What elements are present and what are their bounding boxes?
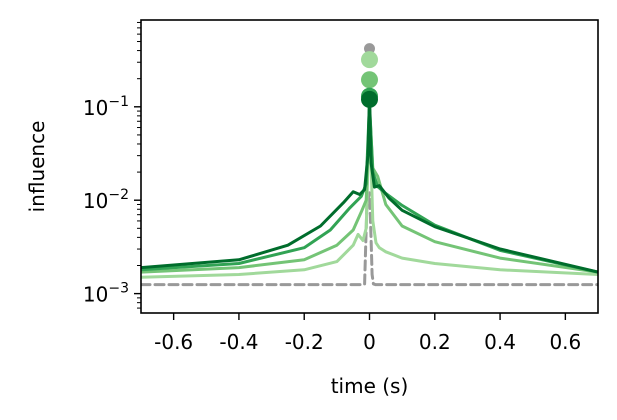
- x-tick-label: -0.6: [154, 330, 193, 354]
- x-tick-label: 0.6: [549, 330, 581, 354]
- x-tick-label: -0.2: [285, 330, 324, 354]
- x-axis-label: time (s): [331, 374, 409, 398]
- peak-marker-2: [361, 71, 378, 89]
- y-axis: 10−3 10−2 10−1: [83, 21, 141, 309]
- plot-series: [141, 96, 598, 287]
- x-axis: -0.6 -0.4 -0.2 0 0.2 0.4 0.6: [154, 313, 581, 354]
- y-axis-label: influence: [25, 121, 49, 213]
- y-tick-label: 10−2: [83, 187, 129, 213]
- x-tick-label: 0.2: [419, 330, 451, 354]
- y-tick-label: 10−1: [83, 94, 129, 120]
- y-tick-label: 10−3: [83, 281, 129, 307]
- x-tick-label: -0.4: [219, 330, 258, 354]
- x-tick-label: 0: [363, 330, 376, 354]
- plot-peaks: [361, 43, 378, 108]
- peak-marker-4: [361, 90, 378, 108]
- peak-marker-1: [361, 51, 378, 69]
- x-tick-label: 0.4: [484, 330, 516, 354]
- series-line-4: [141, 96, 598, 274]
- series-line-0: [141, 191, 598, 287]
- peak-marker-0: [364, 43, 375, 55]
